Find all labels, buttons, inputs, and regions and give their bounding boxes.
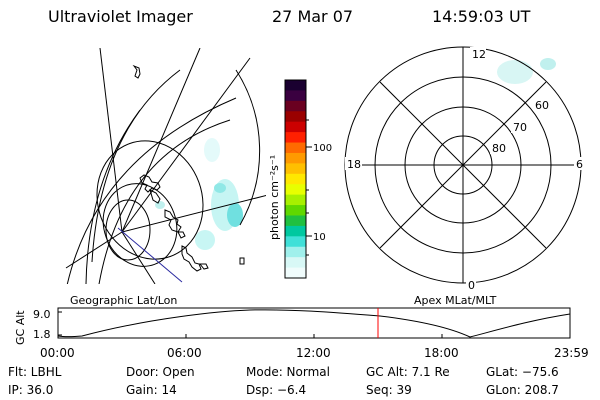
grid-lon-2: [121, 194, 266, 233]
colorbar-cell: [285, 111, 306, 123]
apex-label: Apex MLat/MLT: [414, 294, 497, 307]
altitude-ytick-min: 1.8: [33, 328, 51, 341]
altitude-ytick-max: 9.0: [33, 308, 51, 321]
colorbar-cell: [285, 121, 306, 133]
colorbar-tick-10: 10: [313, 232, 326, 243]
aurora-emission: [155, 138, 243, 250]
grid-lon-1: [121, 57, 251, 233]
polar-diag-2: [379, 81, 547, 249]
instrument-title: Ultraviolet Imager: [48, 7, 193, 26]
mlat-label-80: 80: [492, 142, 506, 155]
colorbar-cell: [285, 236, 306, 248]
footer-flt: Flt: LBHL: [8, 365, 62, 379]
colorbar-cell: [285, 267, 306, 279]
mlat-label-70: 70: [513, 121, 527, 134]
altitude-frame: [57, 307, 571, 339]
geographic-map: [65, 48, 266, 285]
footer-mode: Mode: Normal: [246, 365, 330, 379]
colorbar-cell: [285, 142, 306, 154]
footer-gc-alt: GC Alt: 7.1 Re: [366, 365, 450, 379]
colorbar-cell: [285, 184, 306, 196]
grid-lat-5: [105, 199, 151, 261]
geographic-label: Geographic Lat/Lon: [70, 294, 177, 307]
footer-door: Door: Open: [126, 365, 195, 379]
footer-glon: GLon: 208.7: [486, 383, 559, 397]
footer-dsp: Dsp: −6.4: [246, 383, 307, 397]
footer-ip: IP: 36.0: [8, 383, 54, 397]
altitude-xtick-1200: 12:00: [296, 346, 331, 360]
colorbar-cell: [285, 173, 306, 185]
footer-seq: Seq: 39: [366, 383, 412, 397]
grid-lon-6: [121, 231, 156, 284]
footer-glat: GLat: −75.6: [486, 365, 559, 379]
mlt-label-18: 18: [347, 158, 361, 171]
footer-gain: Gain: 14: [126, 383, 177, 397]
colorbar-cell: [285, 152, 306, 164]
grid-lon-3: [121, 48, 201, 233]
colorbar-cell: [285, 215, 306, 227]
altitude-curve: [57, 309, 571, 338]
colorbar-unit-label: photon cm⁻²s⁻¹: [268, 155, 281, 240]
grid-lon-4: [99, 48, 123, 233]
orbit-track: [117, 227, 183, 283]
colorbar-cell: [285, 163, 306, 175]
altitude-plot: 9.0 1.8 GC Alt 00:00 06:00 12:00 18:00 2…: [14, 307, 589, 360]
altitude-ylabel: GC Alt: [14, 310, 27, 345]
colorbar-cell: [285, 194, 306, 206]
mlat-label-60: 60: [535, 99, 549, 112]
colorbar-frame: [284, 79, 307, 279]
mlt-label-0: 0: [468, 279, 475, 292]
colorbar-cell: [285, 257, 306, 269]
colorbar-tick-100: 100: [313, 143, 332, 154]
polar-plot: [344, 46, 582, 284]
altitude-xtick-0000: 00:00: [40, 346, 75, 360]
grid-lat-2: [98, 119, 231, 284]
mlt-label-6: 6: [576, 158, 583, 171]
colorbar-cell: [285, 246, 306, 258]
colorbar-cell: [285, 132, 306, 144]
grid-lat-6: [91, 69, 181, 263]
header-date: 27 Mar 07: [272, 7, 354, 26]
colorbar: 100 10 photon cm⁻²s⁻¹: [268, 79, 332, 279]
colorbar-cell: [285, 205, 306, 217]
colorbar-cell: [285, 80, 306, 92]
altitude-xtick-0600: 06:00: [167, 346, 202, 360]
colorbar-cell: [285, 90, 306, 102]
grid-lat-outer: [66, 97, 237, 284]
grid-lon-5: [65, 231, 123, 269]
altitude-xtick-2359: 23:59: [554, 346, 589, 360]
mlt-label-12: 12: [472, 48, 486, 61]
coastlines: [132, 64, 245, 272]
header-time: 14:59:03 UT: [432, 7, 531, 26]
colorbar-cell: [285, 100, 306, 112]
map-boundary: [235, 69, 261, 226]
polar-aurora: [497, 58, 556, 84]
altitude-xtick-1800: 18:00: [424, 346, 459, 360]
grid-lat-3: [96, 140, 204, 260]
colorbar-cell: [285, 225, 306, 237]
